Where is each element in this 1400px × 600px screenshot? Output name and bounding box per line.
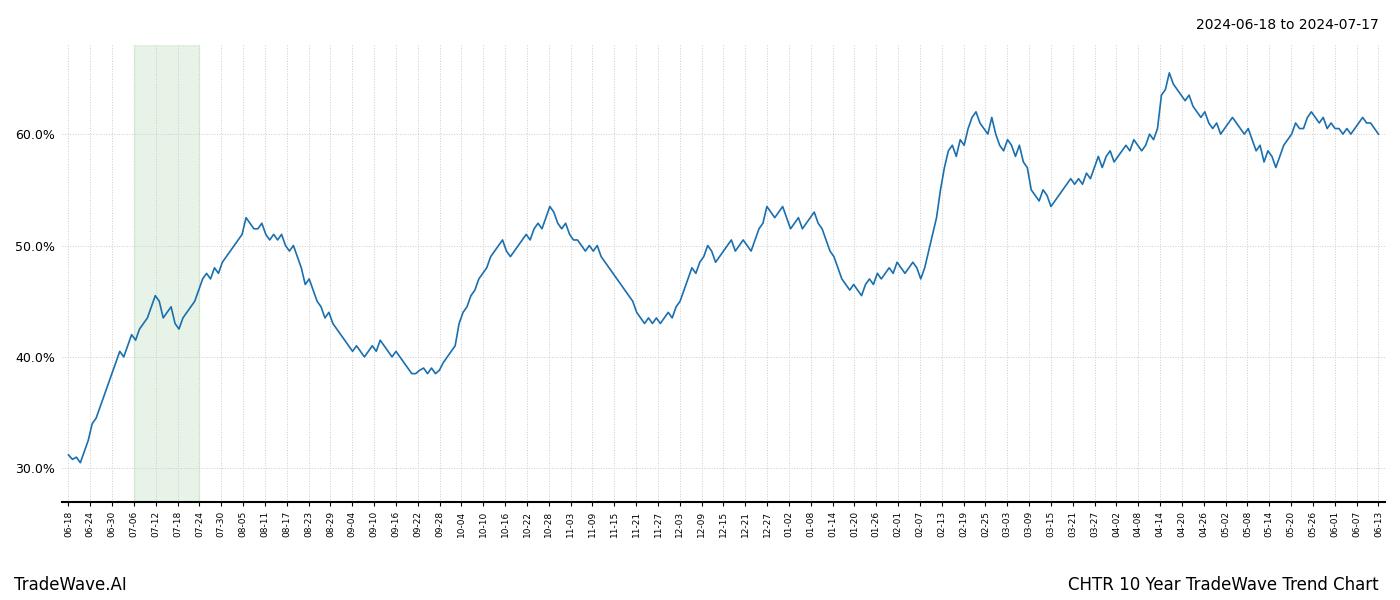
Text: CHTR 10 Year TradeWave Trend Chart: CHTR 10 Year TradeWave Trend Chart bbox=[1068, 576, 1379, 594]
Text: 2024-06-18 to 2024-07-17: 2024-06-18 to 2024-07-17 bbox=[1196, 18, 1379, 32]
Text: TradeWave.AI: TradeWave.AI bbox=[14, 576, 127, 594]
Bar bbox=[134, 45, 199, 502]
